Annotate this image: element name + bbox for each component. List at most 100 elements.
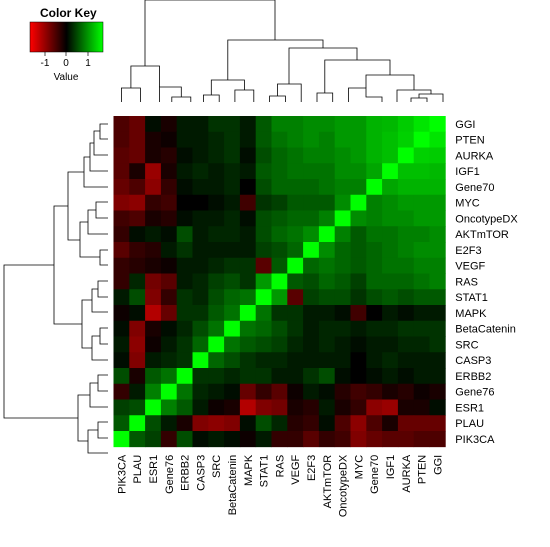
heatmap-cell <box>160 163 178 180</box>
row-label: ERBB2 <box>455 371 491 383</box>
heatmap-cell <box>429 383 446 400</box>
heatmap-cell <box>303 289 320 306</box>
heatmap-cell <box>318 179 336 196</box>
heatmap-cell <box>413 194 430 211</box>
heatmap-cell <box>208 336 225 353</box>
heatmap-cell <box>271 242 288 259</box>
heatmap-cell <box>318 147 336 164</box>
heatmap-cell <box>160 399 178 416</box>
heatmap-cell <box>271 415 288 432</box>
heatmap-cell <box>224 320 241 337</box>
row-label: RAS <box>455 276 478 288</box>
heatmap-cell <box>366 147 383 164</box>
heatmap-cell <box>113 179 130 196</box>
heatmap-cell <box>429 352 446 369</box>
heatmap-cell <box>334 226 351 243</box>
heatmap-cell <box>113 289 130 306</box>
heatmap-cell <box>287 336 304 353</box>
heatmap-cell <box>160 147 178 164</box>
heatmap-cell <box>334 179 351 196</box>
heatmap-cell <box>271 257 288 274</box>
heatmap-cell <box>397 163 415 180</box>
heatmap-cell <box>255 352 272 369</box>
heatmap-cell <box>208 163 225 180</box>
heatmap-cell <box>382 179 399 196</box>
heatmap-cell <box>192 226 209 243</box>
heatmap-cell <box>350 194 367 211</box>
row-label: MAPK <box>455 308 487 320</box>
heatmap-cell <box>287 273 304 290</box>
heatmap-cell <box>176 179 193 196</box>
heatmap-cell <box>208 116 225 133</box>
heatmap-cell <box>350 273 367 290</box>
heatmap-cell <box>382 336 399 353</box>
heatmap-cell <box>145 383 162 400</box>
heatmap-cell <box>397 352 415 369</box>
color-key-title: Color Key <box>40 6 97 20</box>
heatmap-cell <box>160 431 178 448</box>
heatmap-cell <box>350 257 367 274</box>
heatmap-cell <box>145 179 162 196</box>
heatmap-cell <box>192 399 209 416</box>
heatmap-cell <box>350 131 367 148</box>
heatmap-cell <box>255 163 272 180</box>
column-label: SRC <box>211 455 223 478</box>
heatmap-cell <box>176 368 193 385</box>
heatmap-cell <box>318 163 336 180</box>
heatmap-cell <box>239 257 257 274</box>
heatmap-cell <box>239 242 257 259</box>
heatmap-cell <box>271 194 288 211</box>
heatmap-cell <box>176 194 193 211</box>
heatmap-cell <box>382 210 399 227</box>
heatmap-cell <box>255 179 272 196</box>
heatmap-cell <box>366 431 383 448</box>
column-label: ERBB2 <box>180 455 192 491</box>
heatmap-cell <box>271 431 288 448</box>
heatmap-cell <box>366 352 383 369</box>
heatmap-cell <box>145 116 162 133</box>
heatmap-cell <box>176 305 193 322</box>
heatmap-cell <box>113 147 130 164</box>
heatmap-cell <box>271 147 288 164</box>
heatmap-cell <box>303 179 320 196</box>
heatmap-cell <box>429 242 446 259</box>
heatmap-cell <box>239 431 257 448</box>
heatmap-cell <box>239 336 257 353</box>
heatmap-cell <box>397 179 415 196</box>
heatmap-cell <box>334 305 351 322</box>
heatmap-cell <box>160 383 178 400</box>
heatmap-cell <box>113 415 130 432</box>
heatmap-cell <box>413 399 430 416</box>
row-label: PLAU <box>455 418 484 430</box>
heatmap-cell <box>113 273 130 290</box>
heatmap-cell <box>382 431 399 448</box>
heatmap-cell <box>176 226 193 243</box>
heatmap-cell <box>239 352 257 369</box>
column-label: PTEN <box>417 455 429 484</box>
heatmap-cell <box>208 431 225 448</box>
heatmap-cell <box>366 368 383 385</box>
heatmap-cell <box>129 179 146 196</box>
heatmap-cell <box>413 431 430 448</box>
heatmap-cell <box>113 226 130 243</box>
heatmap-cell <box>382 194 399 211</box>
heatmap-cell <box>397 226 415 243</box>
heatmap-cell <box>160 320 178 337</box>
column-label: VEGF <box>290 454 302 484</box>
heatmap-cell <box>208 273 225 290</box>
heatmap-cell <box>208 383 225 400</box>
heatmap-cell <box>334 289 351 306</box>
heatmap-cell <box>271 226 288 243</box>
heatmap-cell <box>429 320 446 337</box>
heatmap-cell <box>160 305 178 322</box>
heatmap-cell <box>160 352 178 369</box>
heatmap-cell <box>382 399 399 416</box>
column-label: RAS <box>274 455 286 478</box>
heatmap-cell <box>366 131 383 148</box>
heatmap-cell <box>350 399 367 416</box>
heatmap-cell <box>334 273 351 290</box>
heatmap-cell <box>208 147 225 164</box>
heatmap-cell <box>176 289 193 306</box>
heatmap-cell <box>318 431 336 448</box>
column-label: CASP3 <box>195 455 207 491</box>
